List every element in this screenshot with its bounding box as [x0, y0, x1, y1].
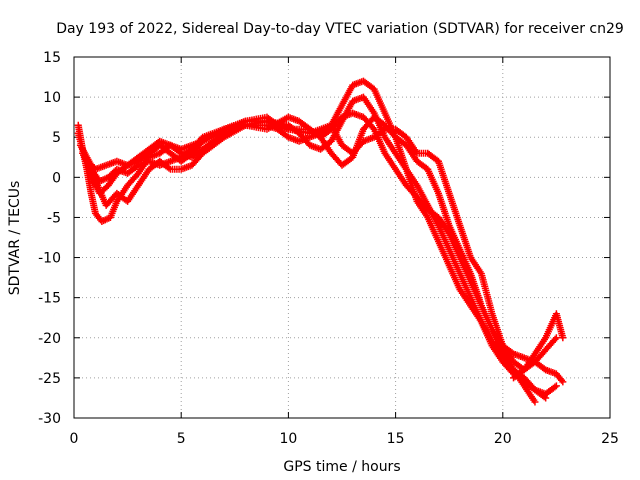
y-tick-label: 0 — [52, 170, 61, 186]
y-tick-label: -15 — [38, 291, 61, 307]
series-track-6 — [510, 310, 567, 382]
y-axis-label: SDTVAR / TECUs — [7, 181, 23, 296]
data-point — [369, 124, 377, 132]
y-tick-label: -30 — [38, 411, 61, 427]
x-tick-label: 15 — [387, 431, 405, 447]
y-tick-label: 5 — [52, 130, 61, 146]
data-series — [74, 77, 567, 406]
y-tick-label: -10 — [38, 251, 61, 267]
data-point — [552, 382, 560, 390]
data-point — [559, 378, 567, 386]
x-tick-label: 10 — [279, 431, 297, 447]
data-point — [559, 334, 567, 342]
x-tick-label: 5 — [177, 431, 186, 447]
x-tick-label: 25 — [601, 431, 619, 447]
y-tick-label: 10 — [43, 90, 61, 106]
x-tick-labels: 0 5 10 15 20 25 — [70, 431, 619, 447]
grid-lines — [74, 57, 610, 418]
data-point — [552, 334, 560, 342]
x-tick-label: 0 — [70, 431, 79, 447]
x-axis-label: GPS time / hours — [283, 459, 400, 475]
data-point — [551, 383, 559, 391]
data-point — [379, 126, 387, 134]
plot-frame — [73, 56, 611, 419]
y-tick-labels: 15 10 5 0 -5 -10 -15 -20 -25 -30 — [38, 50, 61, 427]
data-point — [551, 335, 559, 343]
y-tick-label: -25 — [38, 371, 61, 387]
data-point — [165, 164, 173, 172]
x-tick-label: 20 — [494, 431, 512, 447]
y-tick-label: -5 — [47, 210, 61, 226]
series-track-5 — [81, 117, 560, 374]
y-tick-label: -20 — [38, 331, 61, 347]
chart-title: Day 193 of 2022, Sidereal Day-to-day VTE… — [56, 21, 624, 37]
data-point — [531, 398, 539, 406]
y-tick-label: 15 — [43, 50, 61, 66]
